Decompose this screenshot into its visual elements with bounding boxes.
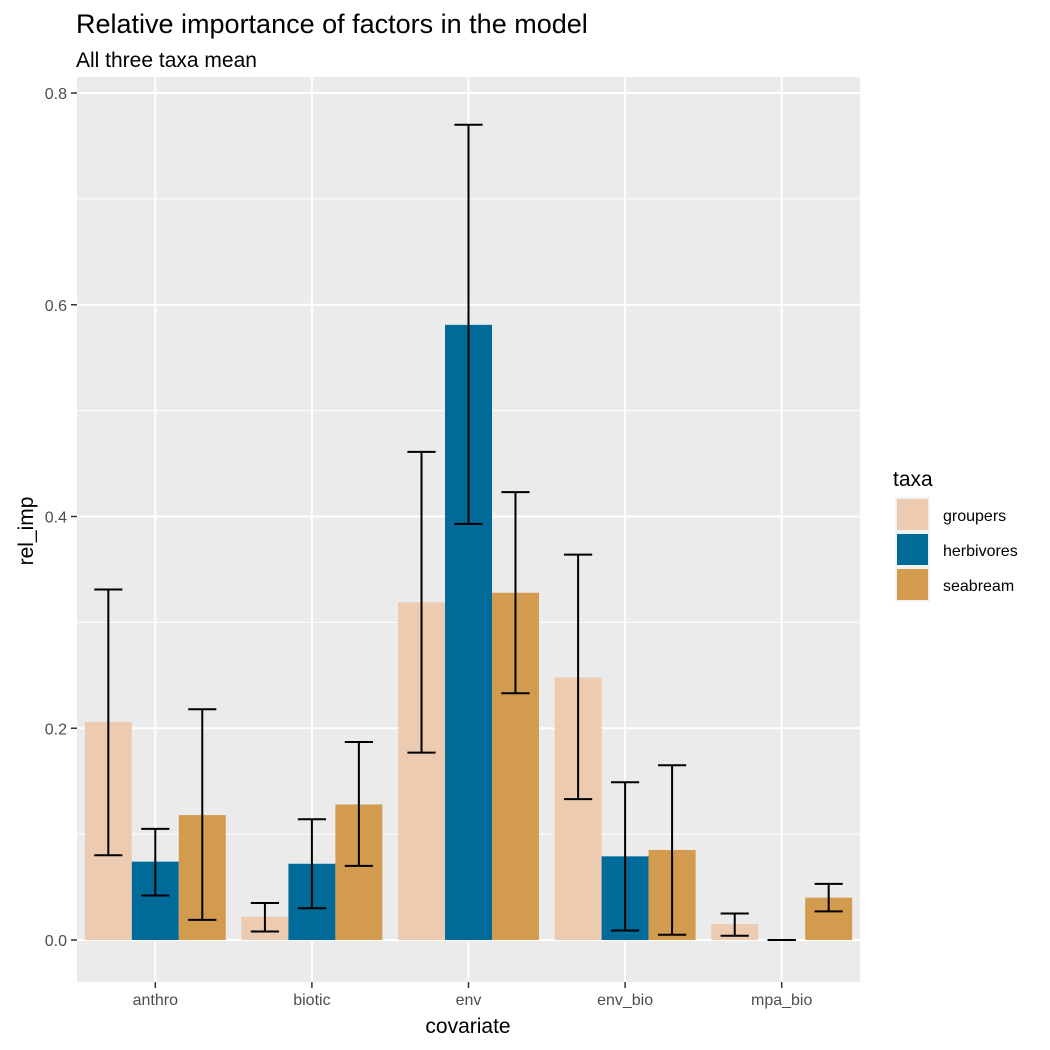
x-tick-label: anthro [133, 992, 178, 1009]
x-tick-label: env_bio [597, 992, 653, 1009]
legend-label-groupers: groupers [943, 508, 1006, 525]
legend-label-seabream: seabream [943, 578, 1014, 595]
y-tick-label: 0.2 [45, 721, 67, 738]
error-bar-herbivores-env [454, 123, 483, 525]
error-bar-herbivores-env_bio [611, 781, 640, 932]
error-bar-groupers-anthro [94, 588, 123, 857]
error-bar-seabream-anthro [188, 708, 217, 921]
legend-swatch-herbivores [897, 534, 928, 565]
y-tick-label: 0.0 [45, 933, 67, 950]
y-axis-title: rel_imp [15, 497, 38, 566]
error-bar-groupers-biotic [250, 901, 280, 933]
error-bar-seabream-biotic [344, 741, 373, 867]
x-axis-title: covariate [425, 1015, 510, 1038]
error-bar-groupers-env_bio [564, 553, 593, 801]
x-axis: anthro biotic env env_bio mpa_bio [133, 982, 812, 1009]
x-tick-label: mpa_bio [751, 992, 812, 1009]
legend-swatch-groupers [897, 499, 928, 530]
y-tick-label: 0.6 [45, 298, 67, 315]
legend-title: taxa [893, 468, 933, 491]
error-bar-groupers-env [407, 450, 436, 754]
error-bars [94, 123, 843, 941]
y-axis: 0.0 0.2 0.4 0.6 0.8 [45, 86, 77, 950]
error-bar-herbivores-anthro [141, 827, 170, 897]
y-tick-label: 0.4 [45, 510, 67, 527]
error-bar-herbivores-biotic [297, 818, 326, 910]
x-tick-label: env [456, 992, 482, 1009]
legend: taxa groupers herbivores seabream [893, 468, 1018, 602]
error-bar-seabream-env [501, 491, 530, 695]
error-bar-seabream-mpa_bio [814, 882, 843, 913]
error-bar-seabream-env_bio [657, 764, 687, 936]
chart-title: Relative importance of factors in the mo… [76, 9, 588, 39]
legend-label-herbivores: herbivores [943, 543, 1018, 560]
x-tick-label: biotic [293, 992, 330, 1009]
legend-swatch-seabream [897, 569, 928, 600]
chart-subtitle: All three taxa mean [76, 49, 257, 72]
y-tick-label: 0.8 [45, 86, 67, 103]
error-bar-groupers-mpa_bio [720, 912, 749, 937]
